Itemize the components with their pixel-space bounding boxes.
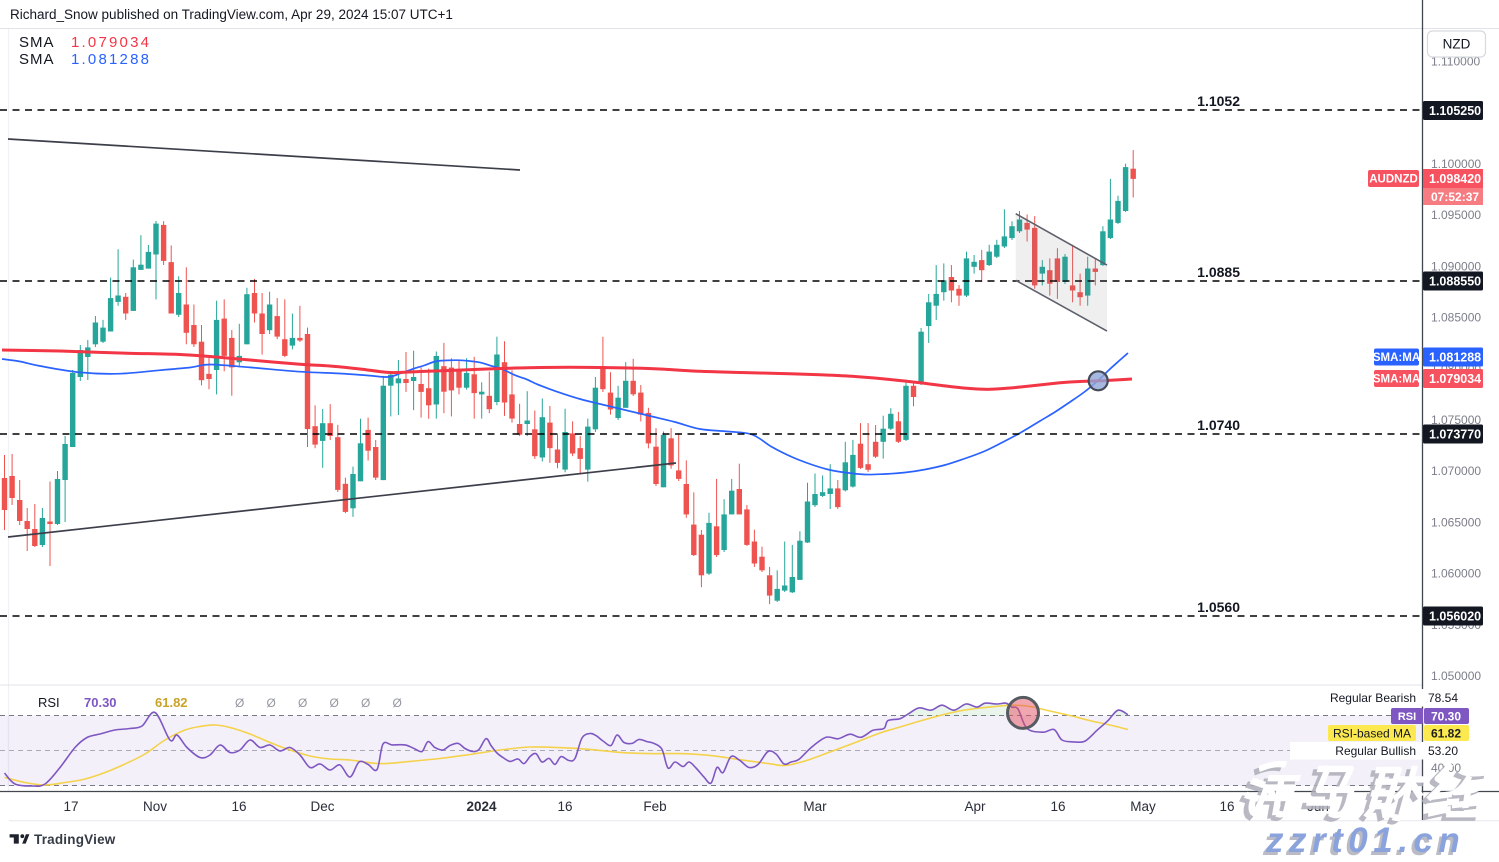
svg-text:1.100000: 1.100000	[1431, 157, 1481, 171]
svg-text:1.085000: 1.085000	[1431, 311, 1481, 325]
svg-text:1.0740: 1.0740	[1197, 417, 1240, 433]
svg-text:70.30: 70.30	[84, 695, 117, 710]
svg-text:AUDNZD: AUDNZD	[1369, 174, 1418, 186]
svg-text:61.82: 61.82	[1431, 727, 1461, 741]
svg-text:1.070000: 1.070000	[1431, 464, 1481, 478]
svg-text:TradingView: TradingView	[34, 832, 116, 847]
svg-text:61.82: 61.82	[155, 695, 188, 710]
svg-text:1.081288: 1.081288	[71, 51, 151, 68]
svg-text:1.088550: 1.088550	[1429, 275, 1481, 289]
svg-text:SMA:MA: SMA:MA	[1373, 374, 1420, 386]
svg-text:Richard_Snow published on Trad: Richard_Snow published on TradingView.co…	[10, 7, 453, 22]
svg-text:Ø: Ø	[298, 696, 307, 710]
svg-text:16: 16	[1050, 799, 1065, 814]
svg-text:Regular Bearish: Regular Bearish	[1330, 691, 1416, 705]
svg-text:1.090000: 1.090000	[1431, 259, 1481, 273]
svg-text:Mar: Mar	[803, 799, 827, 814]
svg-text:Dec: Dec	[310, 799, 334, 814]
svg-text:Ø: Ø	[361, 696, 370, 710]
svg-text:70.30: 70.30	[1431, 710, 1461, 724]
svg-text:16: 16	[1219, 799, 1234, 814]
svg-text:1.0560: 1.0560	[1197, 599, 1240, 615]
svg-text:1.098420: 1.098420	[1429, 172, 1481, 186]
svg-text:07:52:37: 07:52:37	[1431, 190, 1479, 204]
svg-text:Ø: Ø	[267, 696, 276, 710]
svg-text:RSI-based MA: RSI-based MA	[1333, 727, 1411, 741]
svg-text:RSI: RSI	[38, 695, 60, 710]
svg-text:1.110000: 1.110000	[1431, 55, 1480, 69]
svg-text:RSI: RSI	[1398, 711, 1416, 723]
svg-text:Nov: Nov	[143, 799, 167, 814]
svg-text:1.079034: 1.079034	[71, 34, 151, 51]
svg-text:1.095000: 1.095000	[1431, 208, 1481, 222]
svg-text:Apr: Apr	[964, 799, 986, 814]
svg-text:zzrt01.cn: zzrt01.cn	[1262, 824, 1462, 857]
svg-text:1.065000: 1.065000	[1431, 515, 1481, 529]
svg-text:Ø: Ø	[330, 696, 339, 710]
svg-text:1.079034: 1.079034	[1429, 372, 1481, 386]
svg-text:16: 16	[557, 799, 572, 814]
svg-text:78.54: 78.54	[1428, 691, 1458, 705]
svg-text:Ø: Ø	[393, 696, 402, 710]
svg-text:16: 16	[231, 799, 246, 814]
svg-text:May: May	[1130, 799, 1156, 814]
svg-text:Ø: Ø	[235, 696, 244, 710]
svg-text:1.081288: 1.081288	[1429, 351, 1481, 365]
svg-text:SMA: SMA	[19, 34, 55, 51]
svg-text:Feb: Feb	[643, 799, 666, 814]
svg-text:1.073770: 1.073770	[1429, 428, 1481, 442]
svg-text:1.050000: 1.050000	[1431, 669, 1481, 683]
svg-text:zzrt01.cn: zzrt01.cn	[1265, 821, 1465, 857]
svg-text:1.0885: 1.0885	[1197, 264, 1240, 280]
svg-text:1.060000: 1.060000	[1431, 567, 1481, 581]
svg-text:53.20: 53.20	[1428, 744, 1458, 758]
svg-text:1.1052: 1.1052	[1197, 93, 1240, 109]
svg-text:NZD: NZD	[1443, 37, 1471, 52]
svg-text:SMA: SMA	[19, 51, 55, 68]
svg-text:1.056020: 1.056020	[1429, 610, 1481, 624]
svg-text:17: 17	[63, 799, 78, 814]
svg-text:1.075000: 1.075000	[1431, 413, 1481, 427]
svg-text:2024: 2024	[466, 799, 497, 814]
svg-text:Regular Bullish: Regular Bullish	[1335, 744, 1416, 758]
svg-text:SMA:MA: SMA:MA	[1373, 352, 1420, 364]
svg-text:1.105250: 1.105250	[1429, 104, 1481, 118]
